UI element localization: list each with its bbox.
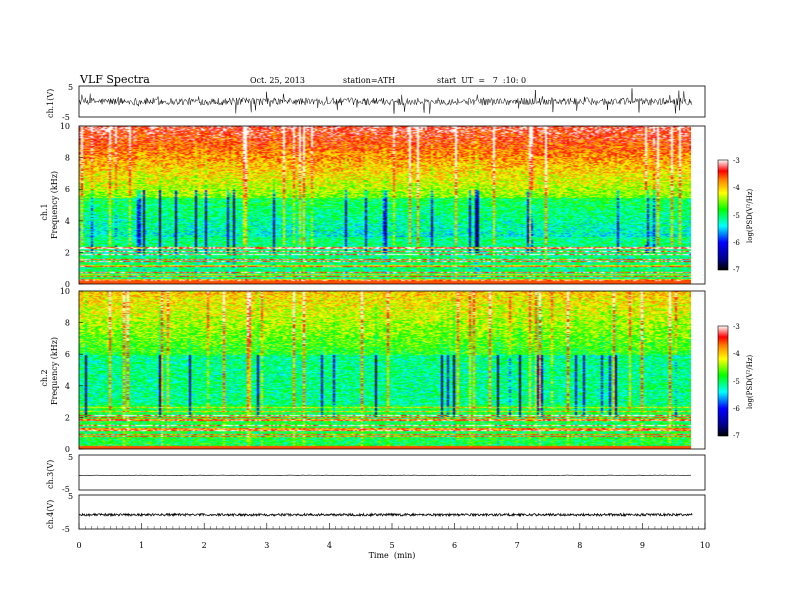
ch4-waveform-panel: 5 -5 ch.4(V) [46,492,706,534]
ch1-cb-tick-m7: -7 [733,266,740,274]
x-tick-label-6: 6 [452,541,457,550]
ch2-spec-ytick-8: 8 [65,319,70,328]
ch3-waveform-panel: 5 -5 ch.3(V) [46,453,706,494]
ch1-spec-ytick-8: 8 [65,154,70,163]
ch1-ylabel: ch.1(V) [46,89,55,118]
figure-title: VLF Spectra [79,73,150,86]
ch1-waveform-line [78,88,693,114]
ch2-colorbar-frame [717,325,729,437]
x-tick-label-1: 1 [139,541,144,550]
x-axis-label: Time (min) [369,551,416,560]
x-tick-label-7: 7 [515,541,520,550]
ch4-ytick-bottom: -5 [62,525,70,534]
ch1-spec-ytick-10: 10 [60,122,70,131]
ch3-ytick-bottom: -5 [62,485,70,494]
ch1-spectrogram-frame [78,125,706,285]
ch1-spec-ylabel-freq: Frequency (kHz) [50,171,59,239]
x-tick-label-4: 4 [327,541,332,550]
ch1-colorbar-frame [717,159,729,271]
ch1-spec-ytick-2: 2 [65,248,70,257]
x-tick-label-2: 2 [202,541,207,550]
ch1-cb-tick-m5: -5 [733,212,740,220]
ch1-ytick-top: 5 [68,83,73,92]
ch2-colorbar-gradient [718,326,728,436]
ch2-colorbar: -3 -4 -5 -6 -7 log(PSD(V²/Hz) [717,323,754,440]
ch1-spectrogram-image [79,126,691,284]
ch2-spec-ytick-10: 10 [60,287,70,296]
ch2-cb-tick-m4: -4 [733,350,740,358]
ch2-spec-ylabel-freq: Frequency (kHz) [50,337,59,405]
ch4-ylabel: ch.4(V) [46,500,55,529]
start-time-label: start UT = 7 :10: 0 [437,76,526,85]
ch1-spectrogram-panel: 0 2 4 6 8 10 ch.1 Frequency (kHz) [40,122,706,289]
ch1-cb-tick-m4: -4 [733,184,740,192]
ch1-spec-ylabel-channel: ch.1 [40,203,49,220]
ch1-cb-label: log(PSD(V²/Hz) [746,188,754,243]
ch1-waveform-panel: 5 -5 ch.1(V) [46,83,706,122]
x-tick-label-8: 8 [577,541,582,550]
ch3-waveform-frame [78,454,706,491]
ch2-cb-tick-m3: -3 [733,323,740,331]
ch1-colorbar-gradient [718,160,728,270]
ch1-waveform-frame [78,85,706,118]
ch1-spec-ytick-0: 0 [65,280,70,289]
ch4-waveform-line [78,512,693,518]
date-label: Oct. 25, 2013 [250,76,305,85]
ch2-cb-tick-m7: -7 [733,432,740,440]
ch1-cb-tick-m3: -3 [733,157,740,165]
ch2-cb-label: log(PSD(V²/Hz) [746,354,754,409]
ch2-spec-ytick-4: 4 [65,382,70,391]
ch4-ytick-top: 5 [68,492,73,501]
ch1-spec-ytick-4: 4 [65,217,70,226]
ch3-ytick-top: 5 [68,453,73,462]
ch2-cb-tick-m5: -5 [733,378,740,386]
x-tick-label-10: 10 [700,541,710,550]
x-tick-label-3: 3 [264,541,269,550]
ch2-spectrogram-image [79,291,691,449]
ch2-spec-ytick-6: 6 [65,350,70,359]
ch3-ylabel: ch.3(V) [46,460,55,489]
ch2-spec-ytick-2: 2 [65,413,70,422]
ch2-spectrogram-panel: 0 2 4 6 8 10 ch.2 Frequency (kHz) [40,287,706,454]
station-label: station=ATH [343,76,395,85]
x-tick-label-5: 5 [389,541,394,550]
ch1-spec-ytick-6: 6 [65,185,70,194]
x-tick-label-9: 9 [640,541,645,550]
x-tick-label-0: 0 [76,541,81,550]
ch2-cb-tick-m6: -6 [733,405,740,413]
ch1-colorbar: -3 -4 -5 -6 -7 log(PSD(V²/Hz) [717,157,754,274]
ch2-spec-ytick-0: 0 [65,445,70,454]
ch1-cb-tick-m6: -6 [733,239,740,247]
x-axis: 0 1 2 3 4 5 6 7 8 9 10 [76,523,710,550]
ch1-ytick-bottom: -5 [62,113,70,122]
ch2-spec-ylabel-channel: ch.2 [40,369,49,386]
ch2-spectrogram-frame [78,290,706,450]
